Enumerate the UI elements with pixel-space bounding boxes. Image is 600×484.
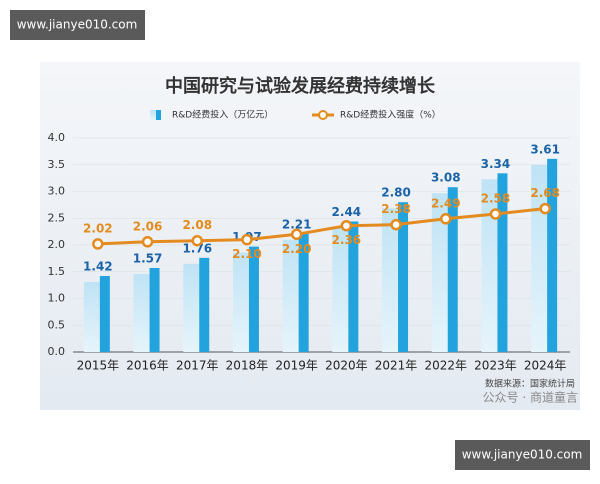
line-marker — [241, 233, 253, 246]
x-tick-label: 2017年 — [176, 359, 219, 373]
bar-value-label: 1.42 — [83, 260, 113, 274]
legend-swatch — [318, 110, 328, 120]
legend-swatch — [156, 110, 161, 120]
line-value-label: 2.08 — [182, 218, 212, 232]
bar-shadow — [382, 208, 403, 352]
source: 数据来源：国家统计局 — [485, 378, 575, 390]
line-value-label: 2.36 — [332, 233, 362, 247]
watermark-box — [10, 10, 145, 40]
bar-value-label: 1.57 — [133, 252, 163, 266]
bar-value-label: 2.44 — [332, 205, 362, 219]
bar — [298, 233, 309, 352]
bar-value-label: 3.34 — [481, 157, 511, 171]
y-tick-label: 3.0 — [48, 185, 66, 198]
x-tick-label: 2023年 — [474, 359, 517, 373]
line-marker — [539, 202, 551, 215]
line-value-label: 2.68 — [530, 186, 560, 200]
line-value-label: 2.38 — [381, 202, 411, 216]
bar-shadow — [83, 282, 104, 352]
x-tick-label: 2022年 — [424, 359, 467, 373]
line-marker — [290, 228, 303, 241]
line — [97, 207, 546, 246]
y-tick-label: 2.5 — [48, 211, 66, 224]
bar — [497, 173, 508, 352]
line-value-label: 2.10 — [232, 247, 262, 261]
bar-value-label: 2.21 — [282, 217, 312, 231]
y-tick-label: 0.0 — [48, 345, 66, 358]
bar-value-label: 3.08 — [431, 171, 461, 185]
bar-shadow — [431, 193, 452, 352]
bar-value-label: 2.80 — [381, 186, 411, 200]
bar — [248, 246, 259, 352]
x-tick-label: 2020年 — [325, 359, 368, 373]
bar — [149, 268, 160, 352]
x-tick-label: 2016年 — [126, 359, 169, 373]
line-marker — [340, 219, 353, 232]
line-marker — [141, 236, 154, 248]
line-value-label: 2.58 — [481, 191, 511, 205]
bar-shadow — [232, 252, 253, 352]
y-tick-label: 3.5 — [48, 158, 66, 171]
line-value-label: 2.49 — [431, 196, 461, 210]
legend-label: R&D经费投入（万亿元） — [172, 109, 273, 121]
y-tick-label: 4.0 — [48, 131, 66, 144]
bar-shadow — [133, 274, 154, 352]
line-marker — [191, 234, 203, 247]
bar — [99, 276, 110, 352]
bar — [547, 158, 558, 352]
y-tick-label: 1.5 — [48, 265, 66, 278]
y-tick-label: 0.5 — [48, 318, 66, 331]
line-marker — [489, 208, 502, 220]
line-marker — [92, 238, 104, 250]
line-value-label: 2.02 — [83, 221, 113, 235]
watermark-box — [455, 440, 590, 470]
chart-title: 中国研究与试验发展经费持续增长 — [165, 75, 436, 97]
line-value-label: 2.06 — [133, 219, 163, 233]
bar-shadow — [183, 263, 204, 352]
bar — [398, 202, 409, 352]
bar-shadow — [282, 239, 303, 352]
x-tick-label: 2024年 — [524, 359, 567, 373]
x-tick-label: 2021年 — [375, 359, 418, 373]
credit: 公众号 · 商道童言 — [483, 390, 578, 405]
y-tick-label: 2.0 — [48, 238, 66, 251]
x-tick-label: 2019年 — [275, 359, 318, 373]
bar-value-label: 1.76 — [182, 241, 212, 255]
bar — [348, 221, 359, 352]
line-marker — [440, 213, 452, 225]
bar — [447, 187, 458, 352]
bar-value-label: 3.61 — [530, 142, 560, 156]
bar-shadow — [481, 179, 502, 352]
line-marker — [390, 218, 402, 231]
line-value-label: 2.20 — [282, 242, 312, 256]
watermark: www.jianye010.com — [17, 18, 138, 32]
watermark: www.jianye010.com — [462, 448, 583, 462]
bar-shadow — [332, 227, 353, 352]
x-tick-label: 2015年 — [77, 359, 120, 373]
legend-swatch — [150, 110, 158, 120]
legend-label: R&D经费投入强度（%） — [340, 109, 441, 121]
x-tick-label: 2018年 — [226, 359, 269, 373]
bar — [199, 257, 210, 352]
y-tick-label: 1.0 — [48, 292, 66, 305]
